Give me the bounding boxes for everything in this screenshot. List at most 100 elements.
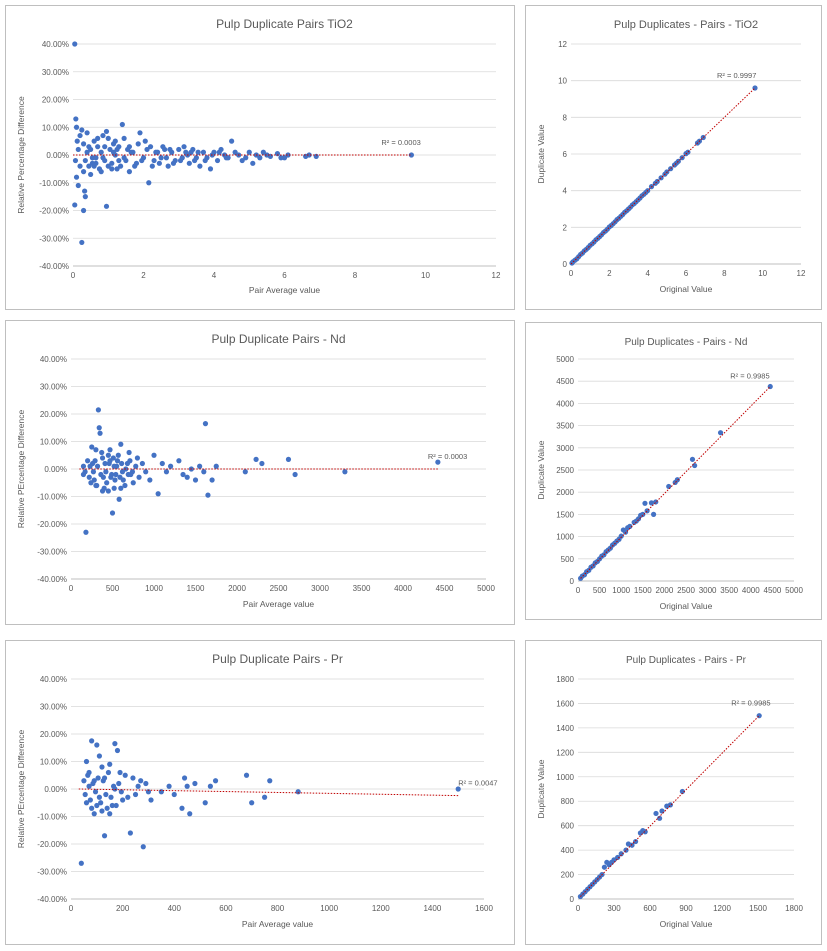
y-tick-label: 3000 <box>556 444 574 453</box>
data-point <box>104 480 110 486</box>
data-point <box>640 511 646 517</box>
data-point <box>168 463 174 469</box>
data-point <box>202 800 208 806</box>
data-point <box>651 511 657 517</box>
data-point <box>94 802 100 809</box>
data-point <box>176 458 182 464</box>
data-point <box>112 741 118 747</box>
data-point <box>98 169 104 175</box>
data-point <box>184 474 190 480</box>
data-point <box>130 480 136 486</box>
data-point <box>93 447 99 453</box>
data-point <box>257 155 263 161</box>
y-tick-label: 600 <box>561 822 575 831</box>
data-point <box>83 758 90 765</box>
x-tick-label: 10 <box>758 269 767 278</box>
data-point <box>86 163 92 169</box>
data-point <box>92 789 99 795</box>
y-tick-label: 3500 <box>556 422 574 431</box>
y-tick-label: 30.00% <box>40 383 67 392</box>
y-tick-label: 0 <box>563 260 568 269</box>
y-tick-label: -10.00% <box>37 813 67 822</box>
data-point <box>657 815 663 821</box>
data-point <box>83 529 89 535</box>
data-point <box>202 421 209 427</box>
y-tick-label: 12 <box>558 40 567 49</box>
y-tick-label: 200 <box>561 871 575 880</box>
y-tick-label: 8 <box>563 113 568 122</box>
data-point <box>259 460 265 467</box>
data-point <box>105 452 111 458</box>
data-point <box>86 783 92 789</box>
data-point <box>85 772 91 778</box>
data-point <box>109 802 115 809</box>
data-point <box>82 791 88 798</box>
data-point <box>618 533 624 539</box>
y-tick-label: 400 <box>561 846 575 855</box>
data-point <box>147 477 153 483</box>
data-point <box>120 477 126 483</box>
data-point <box>109 166 115 172</box>
y-tick-label: 0.00% <box>46 151 69 160</box>
trendline <box>580 715 760 897</box>
data-point <box>121 135 127 141</box>
x-tick-label: 0 <box>69 584 74 593</box>
y-axis-title: Duplicate Value <box>536 759 546 818</box>
data-point <box>105 769 112 776</box>
data-point <box>92 458 98 464</box>
data-point <box>103 469 109 475</box>
y-tick-label: 1000 <box>556 533 574 542</box>
data-point <box>72 157 79 164</box>
data-point <box>114 166 120 172</box>
data-point <box>260 149 266 155</box>
data-point <box>139 460 145 467</box>
chart-nd-rpd: Pulp Duplicate Pairs - Nd -40.00% -30.00% -… <box>16 332 495 609</box>
x-tick-label: 12 <box>797 269 806 278</box>
data-point <box>212 778 219 784</box>
x-tick-label: 0 <box>71 271 76 280</box>
data-point <box>136 474 142 480</box>
data-point <box>110 455 116 461</box>
data-point <box>112 786 118 792</box>
data-point <box>100 155 106 161</box>
y-tick-label: 20.00% <box>42 96 69 105</box>
data-point <box>629 842 635 848</box>
y-tick-label: 30.00% <box>42 68 69 77</box>
data-point <box>89 805 95 811</box>
data-point <box>100 132 106 139</box>
data-point <box>119 460 125 467</box>
data-point <box>85 458 91 464</box>
y-tick-label: 4 <box>563 187 568 196</box>
y-tick-label: 500 <box>561 555 575 564</box>
data-point <box>408 152 414 158</box>
x-tick-label: 2500 <box>677 586 695 595</box>
y-tick-label: 800 <box>561 797 575 806</box>
data-point <box>176 146 182 153</box>
data-point <box>94 463 101 469</box>
data-point <box>109 160 115 166</box>
data-point <box>111 485 117 491</box>
data-point <box>188 149 194 155</box>
data-point <box>197 463 203 469</box>
y-tick-label: 10 <box>558 77 567 86</box>
data-point <box>205 492 211 498</box>
data-point <box>114 458 121 464</box>
x-tick-label: 0 <box>569 269 574 278</box>
data-point <box>163 155 170 161</box>
data-point <box>129 469 136 475</box>
y-tick-label: 0 <box>570 895 575 904</box>
data-point <box>102 144 108 150</box>
x-tick-label: 1000 <box>612 586 630 595</box>
data-point <box>82 194 88 200</box>
y-tick-label: 2500 <box>556 466 574 475</box>
x-tick-label: 600 <box>219 904 233 913</box>
data-point <box>99 449 105 456</box>
y-tick-label: 0.00% <box>44 465 67 474</box>
x-tick-label: 400 <box>168 904 182 913</box>
data-point <box>79 127 85 133</box>
data-point <box>202 157 208 164</box>
x-tick-label: 3500 <box>720 586 738 595</box>
x-tick-label: 1200 <box>372 904 390 913</box>
r-squared-label: R² = 0.9985 <box>730 372 769 381</box>
x-tick-label: 4500 <box>436 584 454 593</box>
